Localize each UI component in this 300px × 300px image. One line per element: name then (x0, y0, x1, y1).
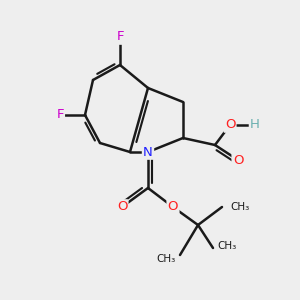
Text: N: N (143, 146, 153, 158)
Text: CH₃: CH₃ (217, 241, 236, 251)
Text: CH₃: CH₃ (230, 202, 249, 212)
Text: H: H (250, 118, 260, 131)
Text: CH₃: CH₃ (157, 254, 176, 264)
Text: O: O (225, 118, 235, 131)
Text: F: F (56, 109, 64, 122)
Text: O: O (117, 200, 127, 214)
Text: O: O (233, 154, 243, 166)
Text: O: O (168, 200, 178, 214)
Text: F: F (116, 31, 124, 44)
